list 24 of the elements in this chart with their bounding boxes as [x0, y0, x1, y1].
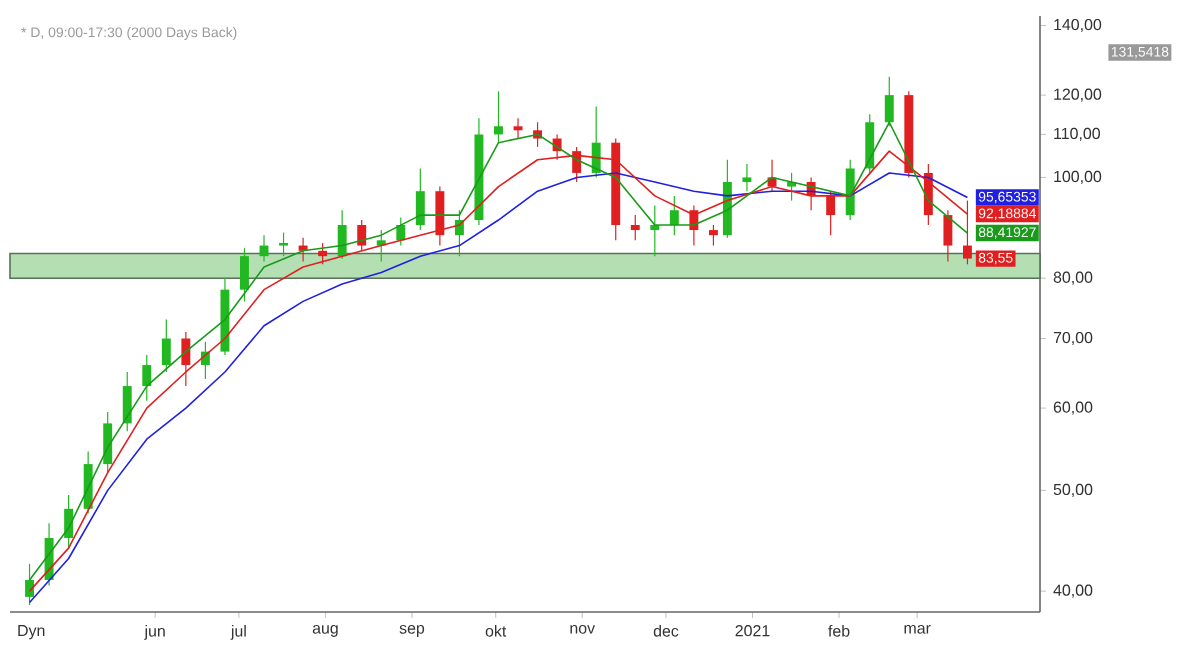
candlestick	[435, 185, 445, 247]
candlestick	[865, 113, 875, 174]
candlestick	[415, 167, 425, 231]
candlestick	[357, 219, 367, 252]
candlestick	[103, 411, 113, 474]
candlestick	[142, 354, 152, 402]
candlestick	[279, 232, 289, 257]
candlestick	[884, 76, 894, 127]
candlestick	[181, 331, 191, 387]
candlestick	[943, 209, 953, 263]
candlestick	[337, 209, 347, 260]
candlestick	[240, 247, 249, 302]
candlestick	[742, 163, 752, 192]
candlestick	[161, 318, 171, 373]
candlestick	[669, 195, 679, 236]
candlestick	[494, 90, 503, 144]
candlestick	[708, 224, 718, 247]
candlestick	[25, 563, 35, 606]
candlestick	[787, 172, 797, 202]
candlestick	[122, 371, 132, 432]
candlestick	[845, 159, 855, 221]
candlestick	[318, 242, 328, 265]
candlestick	[630, 214, 640, 241]
candlestick	[826, 190, 836, 236]
